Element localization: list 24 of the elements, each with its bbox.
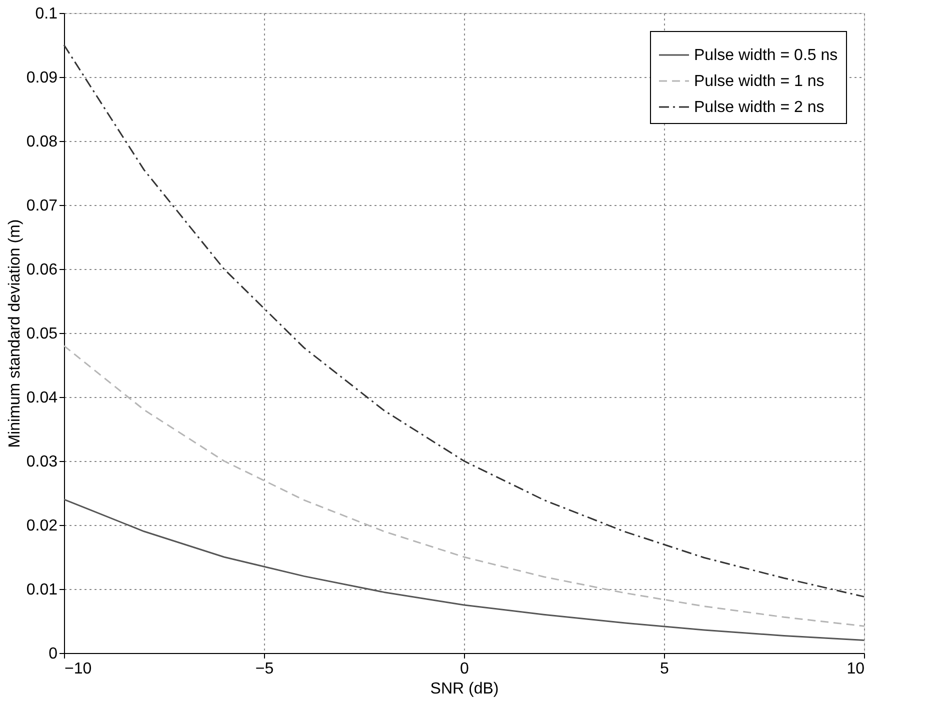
- line-series: [63, 498, 865, 641]
- x-tick-label: 10: [846, 660, 865, 678]
- x-tick-label: −10: [64, 660, 92, 678]
- y-tick-label: 0.05: [26, 326, 58, 342]
- legend-label: Pulse width = 1 ns: [694, 73, 824, 90]
- x-tick-label: 0: [460, 660, 470, 678]
- x-tick-label: 5: [660, 660, 670, 678]
- legend-label: Pulse width = 0.5 ns: [694, 47, 838, 64]
- y-tick-label: 0.04: [26, 390, 58, 406]
- line-series: [63, 345, 865, 627]
- y-tick-label: 0.09: [26, 70, 58, 86]
- y-tick-label: 0.07: [26, 198, 58, 214]
- legend-label: Pulse width = 2 ns: [694, 99, 824, 116]
- y-tick-label: 0.06: [26, 262, 58, 278]
- y-tick-label: 0.08: [26, 134, 58, 150]
- y-tick-label: 0.02: [26, 518, 58, 534]
- line-series: [63, 44, 865, 598]
- y-tick-label: 0: [48, 646, 58, 662]
- y-tick-label: 0.1: [35, 6, 58, 22]
- x-axis-title: SNR (dB): [430, 680, 499, 698]
- y-tick-label: 0.01: [26, 582, 58, 598]
- y-tick-label: 0.03: [26, 454, 58, 470]
- y-axis-title: Minimum standard deviation (m): [6, 219, 24, 448]
- x-tick-label: −5: [255, 660, 274, 678]
